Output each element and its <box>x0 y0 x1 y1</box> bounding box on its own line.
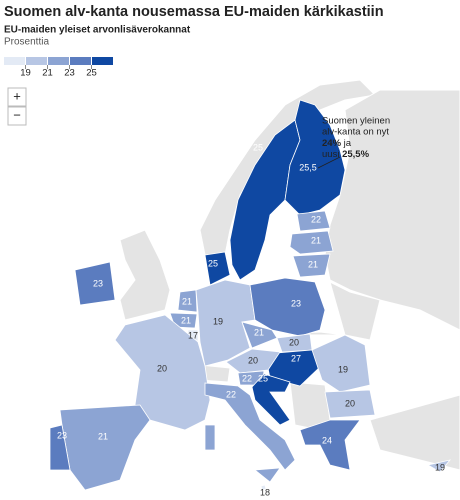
zoom-out-label[interactable]: − <box>13 107 21 122</box>
region-label: 22 <box>311 214 321 224</box>
region <box>195 279 256 367</box>
region-label: 21 <box>308 259 318 269</box>
legend-swatch <box>48 57 69 65</box>
region <box>177 289 198 313</box>
region <box>292 253 331 278</box>
region <box>114 314 211 431</box>
region-label: 20 <box>345 398 355 408</box>
region <box>289 230 334 255</box>
region <box>225 348 281 374</box>
region <box>264 349 323 387</box>
region-label: 23 <box>93 278 103 288</box>
annotation-line: uusi 25,5% <box>322 149 370 160</box>
region-label: 24 <box>322 435 332 445</box>
region <box>249 277 326 337</box>
region-label: 20 <box>157 363 167 373</box>
region-label: 20 <box>289 337 299 347</box>
region <box>204 251 231 286</box>
region-label: 22 <box>242 373 252 383</box>
region-label: 18 <box>260 487 270 497</box>
region-label: 25 <box>253 142 263 152</box>
annotation-line: alv-kanta on nyt <box>322 127 389 138</box>
annotation-old: 24% <box>322 138 342 149</box>
region-label: 27 <box>291 353 301 363</box>
region <box>296 210 331 232</box>
region <box>284 99 346 216</box>
legend-swatch <box>26 57 47 65</box>
legend-swatch <box>4 57 25 65</box>
region-label: 21 <box>181 315 191 325</box>
region <box>251 373 291 426</box>
region-label: 19 <box>435 462 445 472</box>
region-label: 21 <box>98 431 108 441</box>
region-label: 21 <box>182 296 192 306</box>
zoom-in[interactable]: + <box>7 87 27 107</box>
annotation-line: Suomen yleinen <box>322 116 390 127</box>
region <box>74 261 116 306</box>
region-label: 23 <box>57 430 67 440</box>
annotation-new: 25,5% <box>342 149 369 160</box>
region-label: 23 <box>291 298 301 308</box>
subtitle: EU-maiden yleiset arvonlisäverokannat <box>4 25 191 36</box>
region-label: 25 <box>258 373 268 383</box>
region-label: 17 <box>188 330 198 340</box>
zoom-out[interactable]: − <box>7 106 27 126</box>
annotation-join: ja <box>343 138 352 149</box>
legend-tick-label: 19 <box>20 68 31 79</box>
region-label: 21 <box>254 327 264 337</box>
region <box>204 382 296 483</box>
non-eu-land <box>119 79 460 471</box>
title: Suomen alv-kanta nousemassa EU-maiden kä… <box>4 4 384 20</box>
legend-swatch <box>92 57 113 65</box>
annotation-prefix: uusi <box>322 149 339 160</box>
region-label: 19 <box>213 316 223 326</box>
region <box>260 484 267 491</box>
region <box>324 389 376 419</box>
legend-tick-label: 21 <box>42 68 53 79</box>
annotation-line: 24% ja <box>322 138 352 149</box>
legend-tick-label: 25 <box>86 68 97 79</box>
region-label: 19 <box>338 364 348 374</box>
region <box>49 424 71 471</box>
zoom-in-button[interactable] <box>7 87 27 107</box>
region <box>311 334 371 393</box>
region <box>426 459 452 473</box>
unit: Prosenttia <box>4 37 49 48</box>
legend-tick-label: 23 <box>64 68 75 79</box>
region <box>59 404 151 491</box>
region-label: 20 <box>248 355 258 365</box>
region-label: 25 <box>208 258 218 268</box>
region-label: 22 <box>226 389 236 399</box>
annotation-pointer <box>317 156 341 169</box>
region-label: 21 <box>311 235 321 245</box>
region-label: 25,5 <box>299 162 317 172</box>
legend-swatch <box>70 57 91 65</box>
region <box>299 419 361 471</box>
zoom-in-label[interactable]: + <box>13 88 21 103</box>
zoom-out-button[interactable] <box>7 106 27 126</box>
